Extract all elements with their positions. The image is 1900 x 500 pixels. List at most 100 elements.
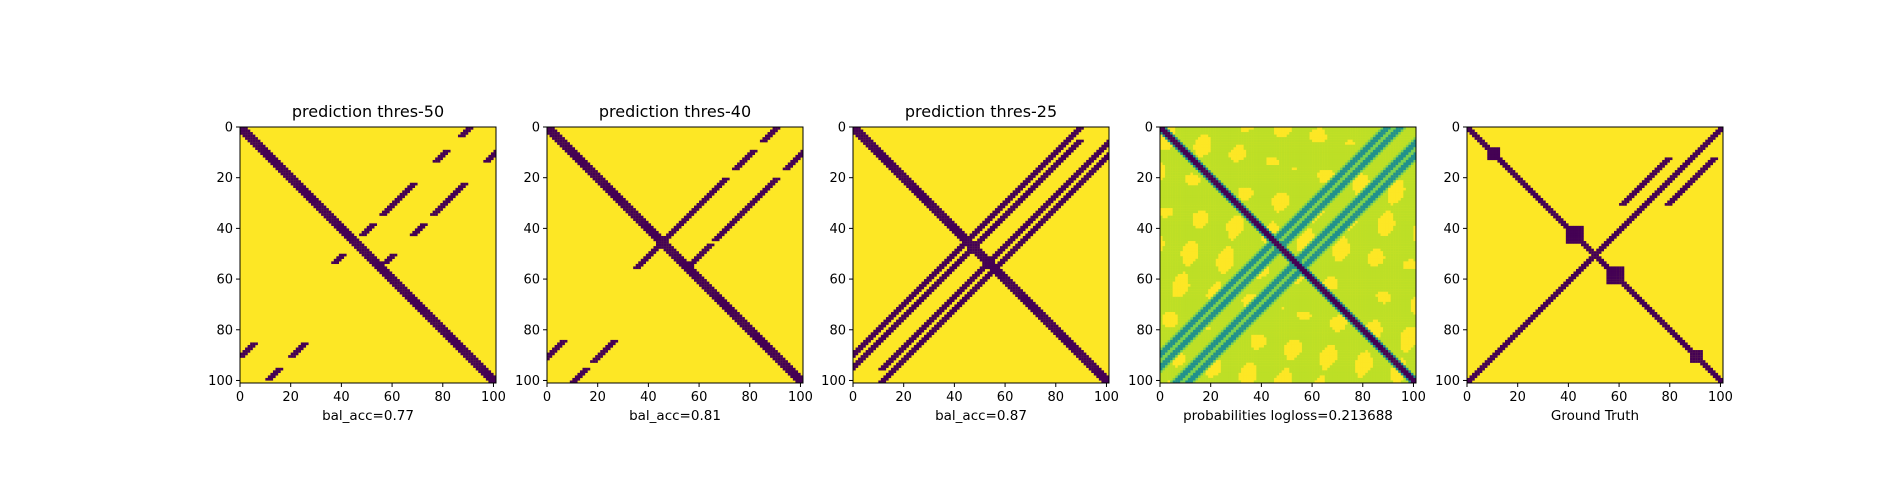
heatmap-cell <box>969 251 973 254</box>
heatmap-cell <box>1258 144 1262 148</box>
heatmap-cell <box>1165 167 1168 171</box>
heatmap-cell <box>397 289 400 292</box>
heatmap-cell <box>369 256 372 259</box>
heatmap-cell <box>1223 170 1227 173</box>
heatmap-cell <box>1314 142 1318 145</box>
heatmap-cell <box>381 261 385 265</box>
heatmap-cell <box>1096 154 1100 158</box>
heatmap-cell <box>1020 296 1023 300</box>
heatmap-cell <box>875 152 879 156</box>
heatmap-cell <box>272 157 276 161</box>
heatmap-cell <box>255 142 258 145</box>
heatmap-cell <box>1258 139 1262 143</box>
heatmap-cell <box>1083 352 1087 356</box>
heatmap-cell <box>726 309 730 313</box>
heatmap-cell <box>1078 350 1082 353</box>
heatmap-cell <box>1314 139 1318 143</box>
heatmap-cell <box>419 306 423 310</box>
heatmap-cell <box>865 352 869 356</box>
heatmap-cell <box>997 220 1001 224</box>
heatmap-cell <box>974 248 978 252</box>
heatmap-cell <box>860 347 864 351</box>
heatmap-cell <box>1251 165 1254 168</box>
heatmap-cell <box>1175 129 1178 133</box>
heatmap-cell <box>582 157 586 161</box>
heatmap-cell <box>762 344 766 348</box>
heatmap-cell <box>757 332 761 335</box>
y-tick-label: 0 <box>838 121 846 136</box>
heatmap-cell <box>1408 152 1412 156</box>
heatmap-cell <box>898 167 902 171</box>
heatmap-cell <box>1362 157 1366 161</box>
heatmap-cell <box>333 220 337 224</box>
heatmap-cell <box>770 132 773 135</box>
heatmap-cell <box>1329 170 1333 173</box>
heatmap-cell <box>1261 162 1265 166</box>
heatmap-cell <box>997 268 1001 272</box>
heatmap-cell <box>1200 147 1204 150</box>
heatmap-cell <box>1365 134 1368 138</box>
heatmap-cell <box>1362 139 1366 143</box>
heatmap-cell <box>1208 132 1211 135</box>
heatmap-cell <box>1053 324 1056 328</box>
heatmap-cell <box>1065 142 1069 145</box>
heatmap-cell <box>1312 142 1315 145</box>
heatmap-cell <box>1198 159 1201 163</box>
heatmap-cell <box>1007 281 1011 285</box>
heatmap-cell <box>946 225 950 229</box>
heatmap-cell <box>1175 149 1178 153</box>
heatmap-cell <box>1236 149 1239 153</box>
heatmap-cell <box>1367 127 1371 130</box>
heatmap-cell <box>414 301 418 305</box>
heatmap-cell <box>946 268 950 272</box>
heatmap-cell <box>1263 157 1267 161</box>
heatmap-cell <box>1304 159 1308 163</box>
heatmap-cell <box>1319 142 1323 145</box>
heatmap-cell <box>567 144 570 148</box>
heatmap-cell <box>1395 165 1399 168</box>
heatmap-cell <box>460 134 464 138</box>
heatmap-cell <box>1040 317 1044 320</box>
heatmap-cell <box>567 149 570 153</box>
heatmap-cell <box>1220 134 1224 138</box>
heatmap-cell <box>313 197 317 201</box>
heatmap-cell <box>1233 152 1237 156</box>
heatmap-cell <box>1385 142 1389 145</box>
heatmap-cell <box>1413 147 1417 150</box>
heatmap-cell <box>855 132 859 135</box>
heatmap-cell <box>419 312 423 315</box>
heatmap-cell <box>1076 170 1079 173</box>
heatmap-cell <box>686 268 690 272</box>
heatmap-cell <box>1185 134 1189 138</box>
heatmap-cell <box>1380 137 1384 140</box>
heatmap-cell <box>724 228 728 232</box>
heatmap-cell <box>929 319 932 323</box>
heatmap-cell <box>901 314 904 318</box>
heatmap-cell <box>683 218 687 221</box>
heatmap-cell <box>716 301 720 305</box>
heatmap-cell <box>303 195 307 199</box>
heatmap-cell <box>1043 159 1046 163</box>
heatmap-cell <box>1241 142 1244 145</box>
heatmap-cell <box>911 306 914 310</box>
heatmap-cell <box>964 299 968 303</box>
heatmap-cell <box>1377 167 1381 171</box>
heatmap-cell <box>878 157 882 161</box>
heatmap-cell <box>412 230 416 234</box>
heatmap-cell <box>1035 225 1039 229</box>
heatmap-cell <box>298 180 301 183</box>
heatmap-cell <box>1393 159 1396 163</box>
heatmap-cell <box>757 337 761 341</box>
heatmap-cell <box>1395 152 1399 156</box>
heatmap-cell <box>587 162 591 166</box>
heatmap-cell <box>597 180 601 183</box>
heatmap-cell <box>706 248 710 252</box>
heatmap-cell <box>956 294 960 297</box>
heatmap-cell <box>569 154 573 158</box>
heatmap-cell <box>1027 180 1031 183</box>
heatmap-cell <box>732 309 735 313</box>
heatmap-cell <box>468 360 471 363</box>
heatmap-cell <box>1065 185 1069 188</box>
heatmap-cell <box>293 175 296 178</box>
